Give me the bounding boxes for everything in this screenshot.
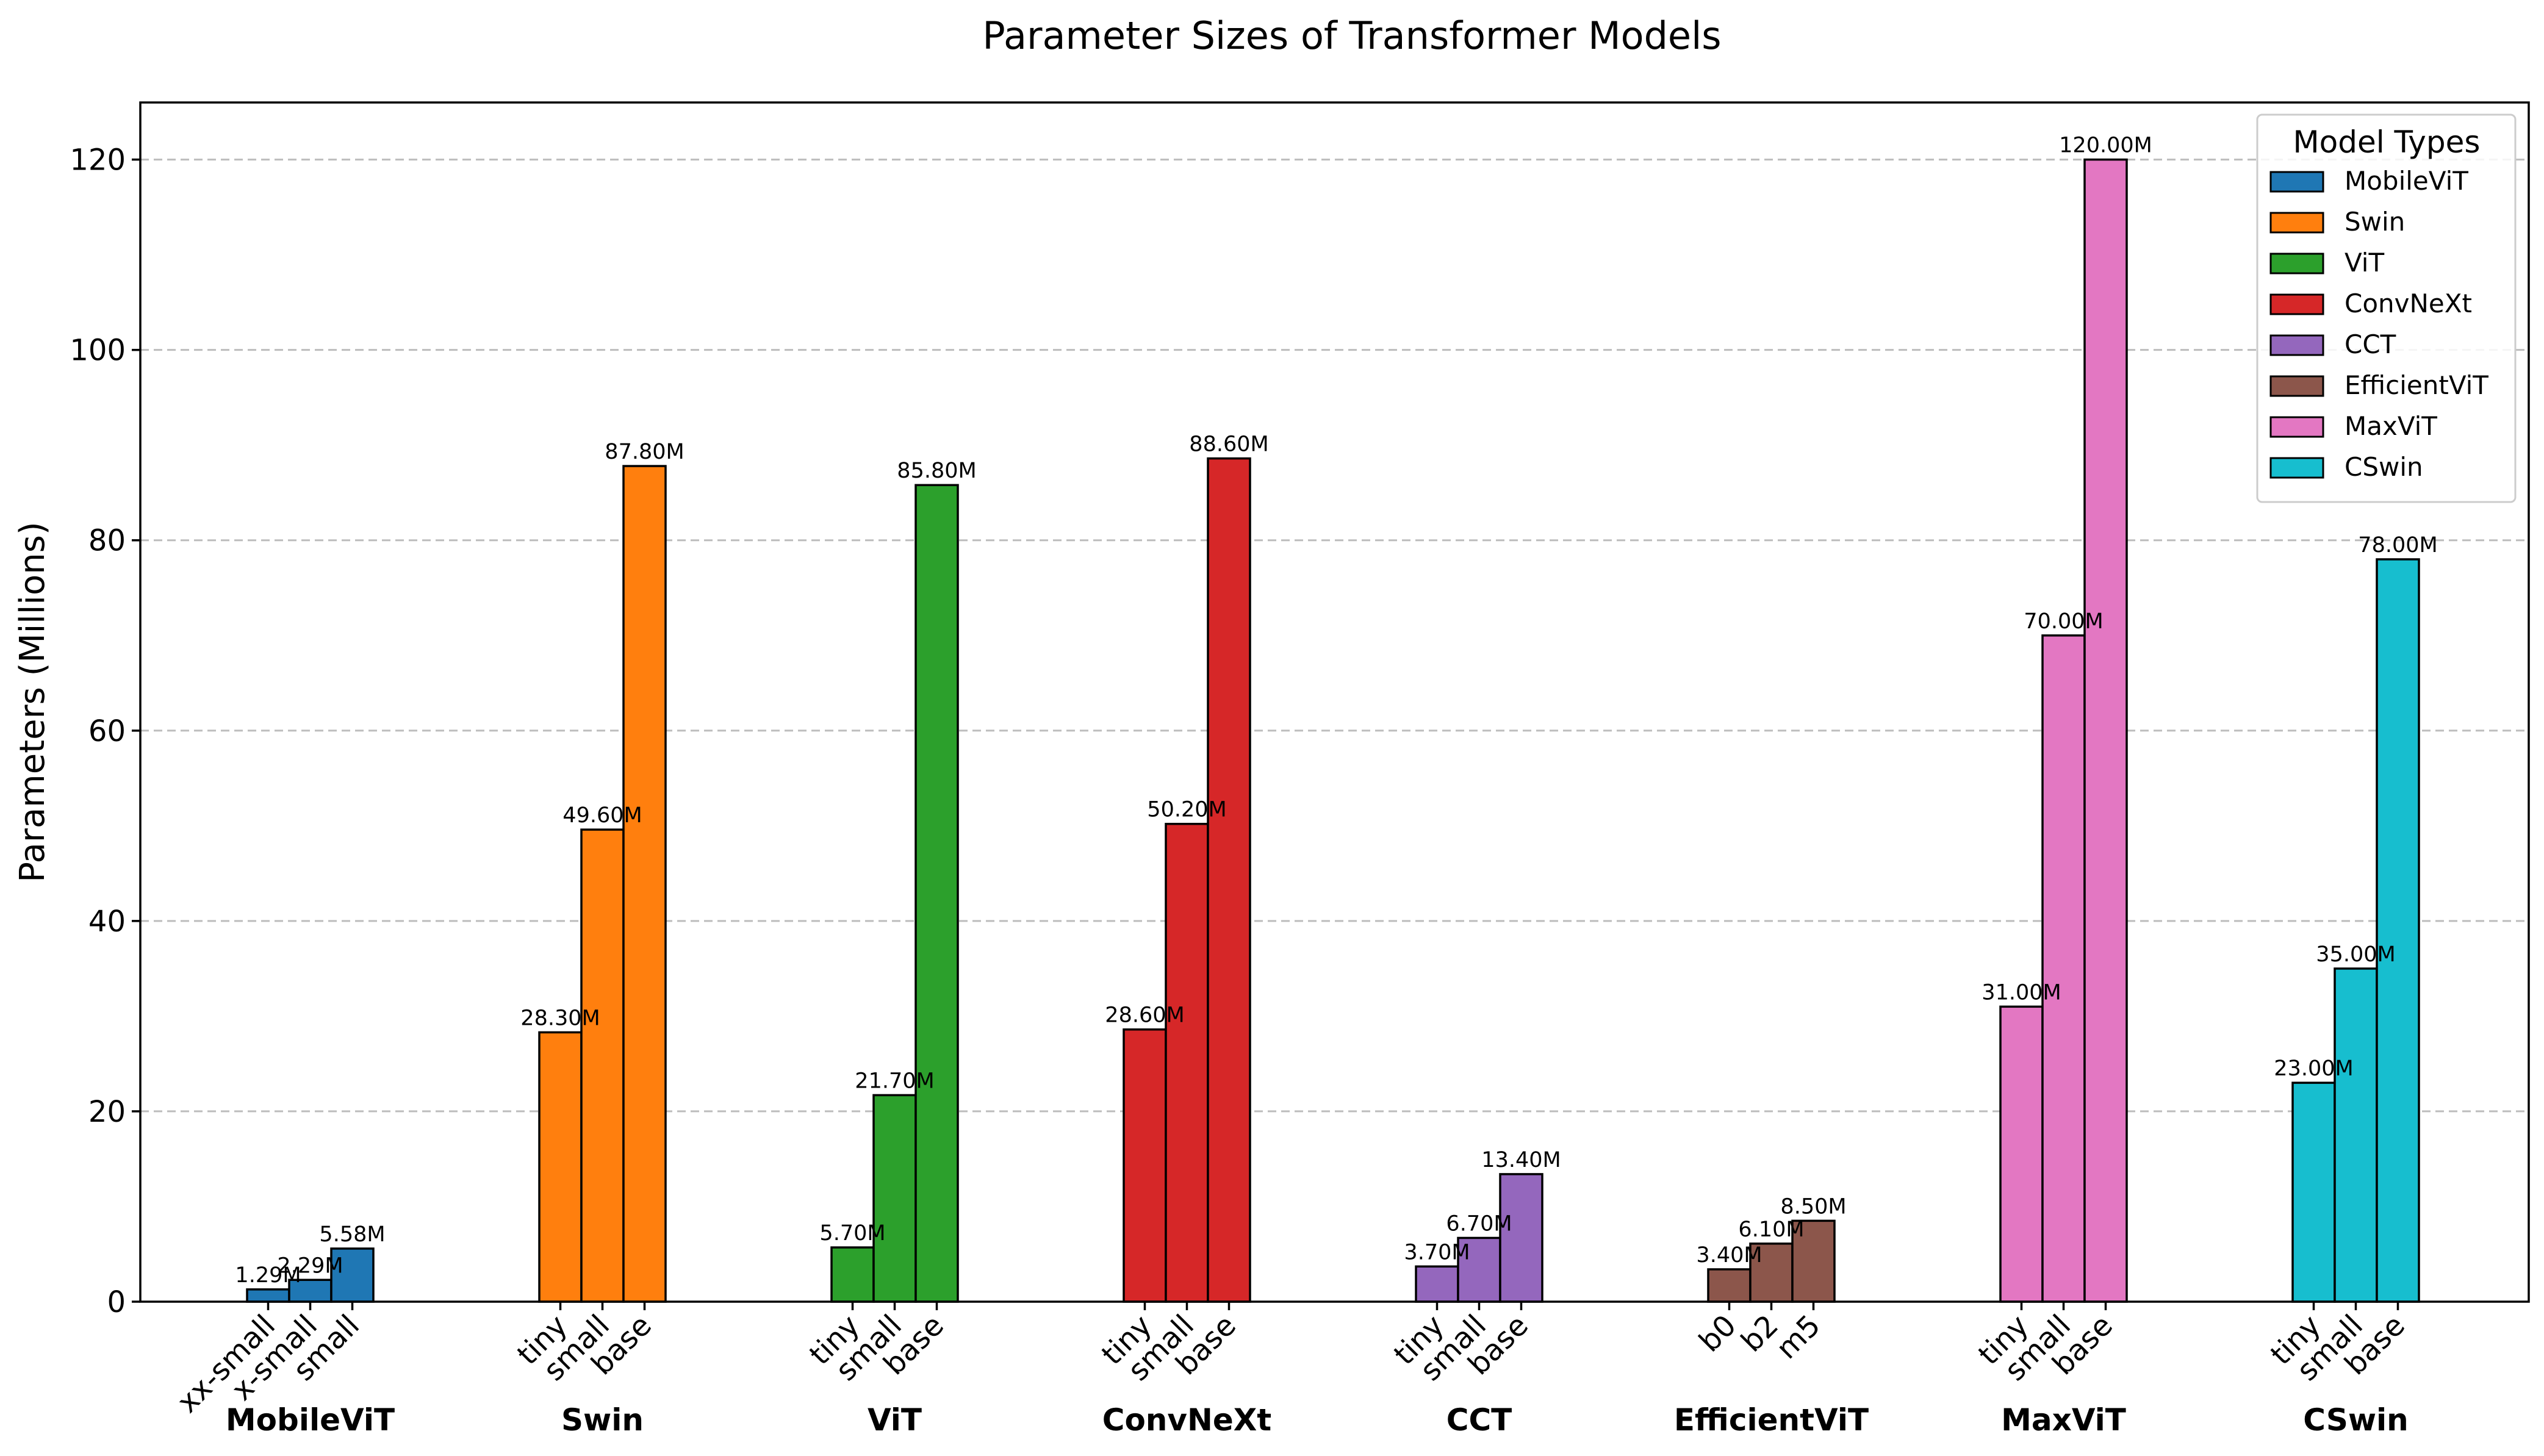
y-tick-label: 100 [70, 334, 126, 368]
data-label: 87.80M [605, 440, 684, 464]
bar-convnext-tiny [1123, 1028, 1167, 1303]
data-label: 8.50M [1780, 1194, 1846, 1219]
legend-title: Model Types [2293, 124, 2481, 160]
group-label: CSwin [2303, 1402, 2409, 1438]
group-label: MaxViT [2001, 1402, 2126, 1438]
legend-entry-label: EfficientViT [2345, 370, 2488, 400]
data-label: 120.00M [2059, 134, 2152, 158]
bar-vit-small [872, 1094, 917, 1303]
group-label: CCT [1446, 1402, 1512, 1438]
bar-swin-tiny [538, 1031, 583, 1303]
data-label: 1.29M [235, 1263, 301, 1288]
legend-entry-label: ViT [2345, 248, 2384, 278]
data-label: 3.40M [1696, 1243, 1762, 1268]
plot-frame [139, 101, 2530, 1303]
data-label: 5.70M [819, 1221, 885, 1246]
data-label: 13.40M [1481, 1148, 1561, 1172]
bar-cswin-base [2376, 558, 2420, 1303]
data-label: 35.00M [2316, 942, 2395, 967]
bar-cswin-small [2334, 967, 2378, 1303]
legend-swatch-maxvit [2269, 416, 2324, 438]
legend-swatch-cswin [2269, 457, 2324, 479]
legend-frame [2256, 113, 2517, 503]
bar-cswin-tiny [2291, 1081, 2336, 1303]
legend-entry-label: CCT [2345, 329, 2396, 359]
legend-entry-label: ConvNeXt [2345, 289, 2472, 318]
bar-efficientvit-b0 [1707, 1268, 1752, 1303]
y-tick-label: 80 [88, 524, 126, 558]
data-label: 28.60M [1105, 1003, 1184, 1028]
chart-title: Parameter Sizes of Transformer Models [982, 13, 1721, 58]
y-axis-label: Parameters (Millions) [13, 522, 52, 883]
bar-cct-tiny [1415, 1265, 1459, 1303]
y-tick-label: 0 [107, 1285, 126, 1319]
legend-entries: MobileViT Swin ViT ConvNeXt CCT EfficientViT M… [2269, 166, 2488, 482]
data-label: 3.70M [1404, 1240, 1470, 1264]
bar-swin-small [580, 828, 625, 1303]
data-label: 85.80M [897, 459, 976, 483]
data-label: 5.58M [319, 1222, 385, 1247]
legend-entry-label: CSwin [2345, 452, 2423, 482]
bar-convnext-base [1207, 457, 1251, 1303]
bar-swin-base [622, 465, 667, 1303]
legend-entry-label: Swin [2345, 207, 2405, 237]
group-label: EfficientViT [1674, 1402, 1869, 1438]
bar-convnext-small [1165, 822, 1209, 1303]
group-label: MobileViT [226, 1402, 395, 1438]
data-label: 6.70M [1446, 1211, 1512, 1236]
data-label: 70.00M [2024, 609, 2103, 634]
bar-vit-base [914, 484, 959, 1303]
y-tick-label: 20 [88, 1095, 126, 1129]
legend-entry-label: MaxViT [2345, 411, 2437, 441]
legend-swatch-mobilevit [2269, 171, 2324, 193]
data-label: 78.00M [2358, 533, 2437, 558]
group-label: ViT [868, 1402, 922, 1438]
bar-mobilevit-xx-small [246, 1288, 290, 1303]
data-label: 49.60M [562, 803, 642, 828]
data-label: 28.30M [520, 1006, 600, 1030]
legend-swatch-vit [2269, 253, 2324, 274]
bar-vit-tiny [830, 1246, 875, 1303]
data-label: 88.60M [1189, 432, 1268, 457]
legend-swatch-cct [2269, 334, 2324, 356]
data-label: 31.00M [1982, 980, 2061, 1005]
data-label: 21.70M [855, 1069, 934, 1093]
data-label: 50.20M [1147, 798, 1226, 822]
legend-swatch-efficientvit [2269, 375, 2324, 397]
group-label: ConvNeXt [1102, 1402, 1271, 1438]
data-label: 2.29M [277, 1253, 343, 1278]
data-label: 6.10M [1738, 1218, 1804, 1242]
group-label: Swin [561, 1402, 644, 1438]
y-tick-label: 60 [88, 714, 126, 748]
bars-layer [246, 158, 2420, 1303]
bar-maxvit-small [2041, 634, 2086, 1303]
bar-maxvit-tiny [1999, 1005, 2044, 1303]
grid-layer [140, 159, 2529, 1113]
legend-entry-label: MobileViT [2345, 166, 2468, 196]
bar-mobilevit-x-small [288, 1278, 332, 1303]
bar-maxvit-base [2083, 158, 2128, 1303]
y-tick-label: 120 [70, 143, 126, 178]
bar-efficientvit-m5 [1791, 1219, 1836, 1303]
legend: Model Types MobileViT Swin ViT ConvNeXt CCT E… [2256, 113, 2517, 503]
data-label: 23.00M [2274, 1056, 2353, 1081]
legend-swatch-convnext [2269, 293, 2324, 315]
bar-cct-base [1499, 1173, 1543, 1303]
y-tick-label: 40 [88, 905, 126, 939]
legend-swatch-swin [2269, 212, 2324, 234]
